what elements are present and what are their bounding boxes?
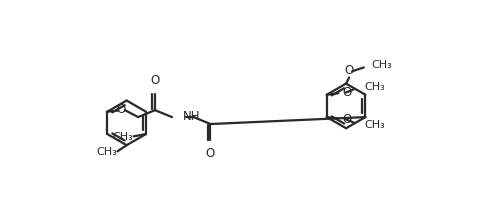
Text: O: O xyxy=(342,113,351,126)
Text: NH: NH xyxy=(183,110,200,123)
Text: O: O xyxy=(344,64,354,77)
Text: CH₃: CH₃ xyxy=(365,120,385,130)
Text: O: O xyxy=(206,147,215,160)
Text: CH₃: CH₃ xyxy=(96,147,117,157)
Text: CH₃: CH₃ xyxy=(113,132,133,142)
Text: CH₃: CH₃ xyxy=(365,82,385,92)
Text: CH₃: CH₃ xyxy=(371,60,392,70)
Text: O: O xyxy=(117,103,126,116)
Text: O: O xyxy=(342,86,351,99)
Text: O: O xyxy=(151,74,160,87)
